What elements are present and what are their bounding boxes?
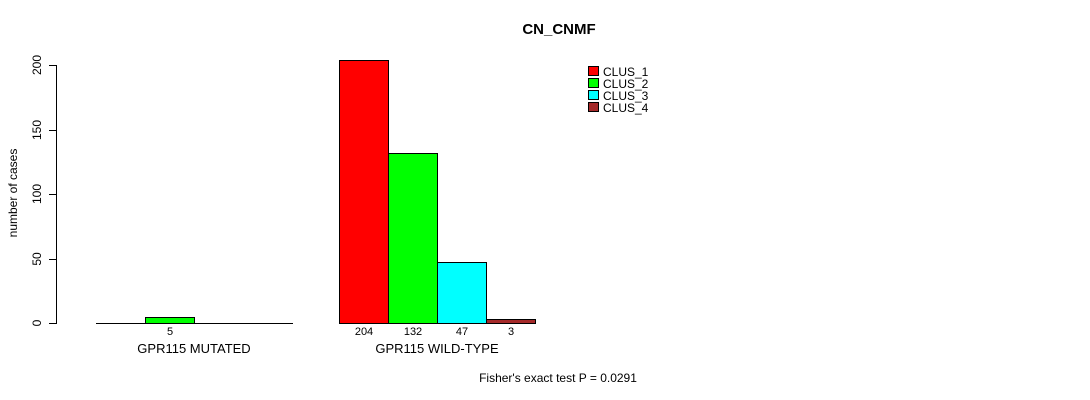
bar-value-label: 3 bbox=[507, 326, 515, 338]
bar-value-label: 5 bbox=[166, 326, 174, 338]
legend-label-clus_3: CLUS_3 bbox=[603, 89, 649, 103]
x-group-label-mutated: GPR115 MUTATED bbox=[137, 341, 251, 356]
legend-swatch-clus_3 bbox=[588, 90, 599, 100]
bar-clus_2-group1 bbox=[145, 317, 195, 324]
y-axis-tick bbox=[49, 323, 56, 324]
y-tick-label: 150 bbox=[30, 119, 44, 140]
y-tick-label: 200 bbox=[30, 54, 44, 76]
legend-label-clus_1: CLUS_1 bbox=[603, 65, 649, 79]
legend-label-clus_2: CLUS_2 bbox=[603, 77, 649, 91]
x-group-label-wildtype: GPR115 WILD-TYPE bbox=[375, 341, 499, 356]
bar-value-label: 132 bbox=[403, 326, 423, 338]
y-axis-tick bbox=[49, 194, 56, 195]
y-axis-title: number of cases bbox=[6, 148, 20, 238]
fisher-test-annotation: Fisher's exact test P = 0.0291 bbox=[479, 371, 637, 385]
y-tick-label: 0 bbox=[30, 319, 44, 327]
chart-title: CN_CNMF bbox=[522, 21, 596, 38]
y-axis-tick bbox=[49, 129, 56, 131]
bar-value-label: 204 bbox=[354, 326, 374, 338]
bar-clus_1-group2 bbox=[339, 60, 389, 324]
y-axis-line bbox=[56, 65, 57, 324]
y-axis-tick bbox=[49, 258, 56, 260]
bar-value-label: 47 bbox=[455, 326, 469, 338]
legend-label-clus_4: CLUS_4 bbox=[603, 101, 649, 115]
bar-clus_3-group2 bbox=[437, 262, 487, 324]
bar-clus_4-group2 bbox=[486, 319, 536, 324]
legend-swatch-clus_1 bbox=[588, 66, 599, 76]
legend-swatch-clus_4 bbox=[588, 102, 599, 112]
y-axis-tick bbox=[49, 65, 56, 66]
bar-clus_2-group2 bbox=[388, 153, 438, 324]
y-tick-label: 50 bbox=[30, 251, 44, 266]
y-tick-label: 100 bbox=[30, 183, 44, 205]
legend-swatch-clus_2 bbox=[588, 78, 599, 88]
